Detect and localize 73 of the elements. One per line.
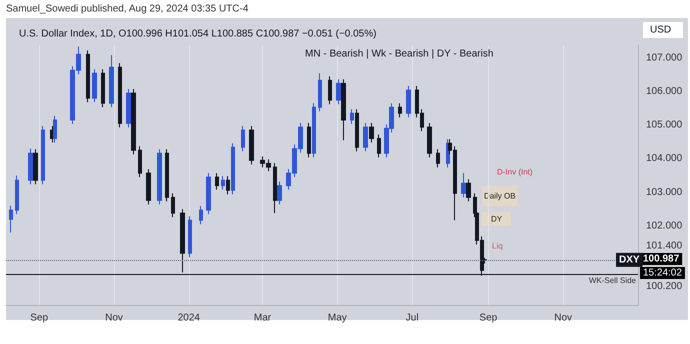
candlestick	[231, 142, 235, 195]
y-tick-label: 105.000	[646, 120, 683, 131]
candlestick	[109, 54, 114, 108]
candlestick	[33, 148, 38, 185]
candlestick	[369, 122, 374, 144]
candlestick	[9, 205, 13, 234]
candlestick	[363, 122, 368, 152]
candlestick	[157, 148, 162, 205]
candlestick	[461, 172, 466, 198]
candlestick	[312, 102, 316, 158]
candlestick	[171, 192, 175, 218]
candlestick	[436, 148, 440, 168]
chart-subtitle: MN - Bearish | Wk - Bearish | DY - Bearish	[305, 48, 494, 60]
y-tick-label: 104.000	[646, 153, 683, 164]
candlestick	[277, 181, 282, 205]
candlestick	[215, 172, 219, 190]
candlestick	[126, 88, 131, 128]
annotation: Liq	[492, 242, 503, 251]
candlestick	[165, 148, 169, 202]
y-tick-label: 102.000	[646, 220, 683, 232]
candlestick	[118, 62, 122, 128]
candlestick	[41, 126, 45, 185]
chart-title: U.S. Dollar Index, 1D, O100.996 H101.054 L100.885 C100.987 −0.051 (−0.05%)	[19, 28, 376, 40]
candlestick	[398, 102, 402, 118]
y-tick-label: 106.000	[646, 86, 683, 97]
y-tick-label: 101.400	[646, 240, 683, 252]
candlestick	[146, 168, 151, 205]
candlestick	[221, 176, 225, 190]
candlestick	[427, 122, 432, 158]
x-tick-label: Nov	[554, 312, 572, 324]
candlestick	[318, 72, 322, 112]
x-tick-label: 2024	[178, 312, 200, 324]
candlestick	[92, 68, 97, 103]
candlestick	[101, 68, 105, 108]
candlestick	[350, 108, 354, 125]
text: 15:24:02	[643, 268, 682, 279]
annotation: DY	[491, 214, 503, 224]
candlestick	[138, 146, 142, 178]
candlestick	[336, 78, 341, 105]
candlestick	[377, 134, 381, 158]
x-tick-label: Jul	[406, 312, 419, 324]
candlestick	[86, 50, 90, 103]
candlestick	[328, 76, 332, 105]
candlestick	[466, 178, 471, 202]
candlestick	[206, 172, 211, 215]
candlestick	[226, 176, 230, 195]
candlestick	[131, 88, 136, 155]
annotation: D-Inv (Int)	[497, 168, 533, 176]
x-tick-label: Sep	[479, 312, 498, 324]
candlestick	[273, 162, 277, 214]
x-tick-label: Mar	[254, 312, 272, 324]
y-tick-label: 103.000	[646, 186, 683, 198]
text: Samuel_Sowedi published, Aug 29, 2024 03:35 UTC-4	[6, 4, 249, 14]
candlestick	[15, 175, 19, 215]
y-tick-label: 107.000	[646, 52, 683, 64]
ref-line-label: DXY	[619, 254, 640, 266]
candlestick	[28, 148, 33, 185]
candlestick	[406, 86, 411, 118]
ref-line-label: WK-Sell Side	[588, 276, 637, 286]
candlestick	[199, 206, 203, 225]
y-tick-label: 100.200	[646, 281, 683, 292]
candlestick	[241, 126, 245, 152]
text: 100.987	[643, 254, 680, 265]
candlestick	[341, 78, 346, 141]
x-tick-label: May	[328, 312, 347, 324]
candlestick	[53, 115, 57, 144]
candlestick	[188, 216, 192, 258]
x-tick-label: Nov	[105, 312, 123, 324]
candlestick	[249, 126, 254, 165]
candlestick	[307, 122, 311, 158]
y-axis-title: USD	[650, 24, 672, 36]
x-tick-label: Sep	[30, 312, 48, 324]
candlestick	[355, 108, 359, 152]
